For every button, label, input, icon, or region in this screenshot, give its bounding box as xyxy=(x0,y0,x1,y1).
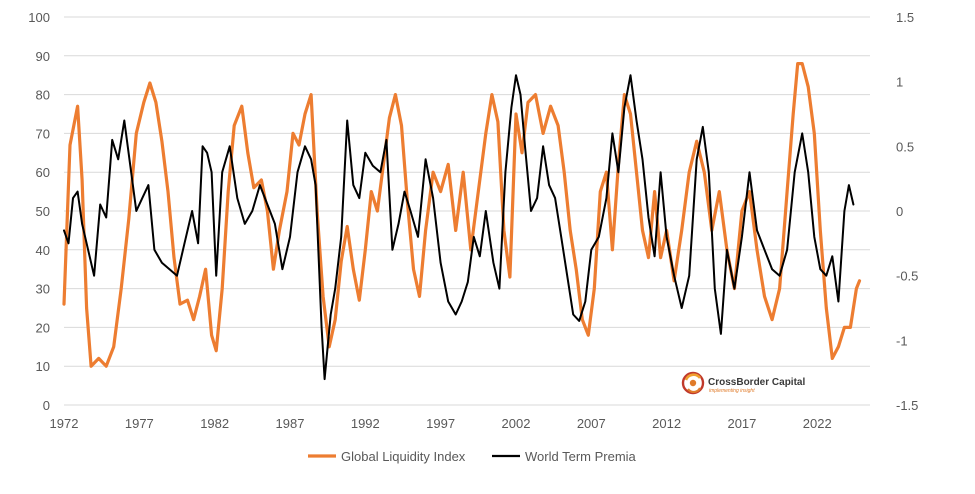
legend-label-world-term-premia: World Term Premia xyxy=(525,449,637,464)
left-tick-label: 10 xyxy=(36,359,50,374)
legend: Global Liquidity Index World Term Premia xyxy=(308,449,637,464)
series-line-global-liquidity xyxy=(62,62,862,368)
left-tick-label: 100 xyxy=(28,10,50,25)
right-tick-label: -1.5 xyxy=(896,398,918,413)
right-tick-label: -0.5 xyxy=(896,269,918,284)
x-axis-ticks: 1972 1977 1982 1987 1992 1997 2002 2007 2012 2017… xyxy=(50,416,832,431)
series-lines xyxy=(62,62,862,381)
right-tick-label: 1.5 xyxy=(896,10,914,25)
x-tick-label: 2002 xyxy=(502,416,531,431)
legend-item-world-term-premia: World Term Premia xyxy=(492,449,637,464)
series-line-world-term-premia xyxy=(63,74,855,381)
left-tick-label: 20 xyxy=(36,320,50,335)
x-tick-label: 1992 xyxy=(351,416,380,431)
x-tick-label: 1997 xyxy=(426,416,455,431)
left-tick-label: 70 xyxy=(36,126,50,141)
right-tick-label: -1 xyxy=(896,333,908,348)
left-tick-label: 30 xyxy=(36,282,50,297)
x-tick-label: 1982 xyxy=(200,416,229,431)
left-tick-label: 60 xyxy=(36,165,50,180)
left-axis-ticks: 0 10 20 30 40 50 60 70 80 90 100 xyxy=(28,10,50,413)
right-axis-ticks: -1.5 -1 -0.5 0 0.5 1 1.5 xyxy=(896,10,918,413)
left-tick-label: 50 xyxy=(36,204,50,219)
x-tick-label: 1972 xyxy=(50,416,79,431)
legend-item-global-liquidity: Global Liquidity Index xyxy=(308,449,466,464)
right-tick-label: 0.5 xyxy=(896,139,914,154)
left-tick-label: 0 xyxy=(43,398,50,413)
left-tick-label: 90 xyxy=(36,49,50,64)
x-tick-label: 2007 xyxy=(577,416,606,431)
legend-label-global-liquidity: Global Liquidity Index xyxy=(341,449,466,464)
x-tick-label: 2017 xyxy=(727,416,756,431)
crossborder-logo: CrossBorder Capital implementing insight xyxy=(681,371,805,395)
right-tick-label: 0 xyxy=(896,204,903,219)
logo-mark-icon xyxy=(681,371,705,395)
logo-tagline: implementing insight xyxy=(709,388,755,394)
x-tick-label: 1977 xyxy=(125,416,154,431)
logo-name: CrossBorder Capital xyxy=(708,377,805,388)
left-tick-label: 80 xyxy=(36,88,50,103)
x-tick-label: 2022 xyxy=(803,416,832,431)
x-tick-label: 2012 xyxy=(652,416,681,431)
left-tick-label: 40 xyxy=(36,243,50,258)
right-tick-label: 1 xyxy=(896,75,903,90)
x-tick-label: 1987 xyxy=(276,416,305,431)
